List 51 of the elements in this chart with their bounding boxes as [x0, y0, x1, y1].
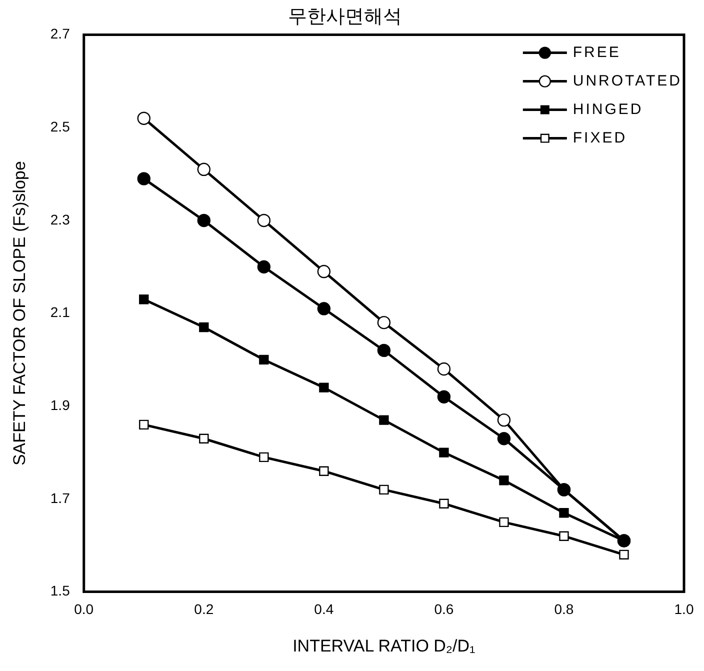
x-tick-label: 0.6	[434, 601, 454, 618]
y-tick-label: 2.5	[50, 118, 70, 134]
x-tick-label: 0.8	[554, 601, 574, 618]
point	[559, 508, 569, 518]
point	[257, 214, 271, 228]
x-tick-label: 0.0	[74, 601, 94, 618]
point	[199, 322, 209, 332]
legend-label: FIXED	[572, 129, 628, 146]
legend-label: UNROTATED	[572, 72, 682, 90]
point	[197, 162, 210, 176]
point	[319, 382, 329, 392]
point	[197, 214, 210, 228]
point	[437, 390, 451, 404]
point	[559, 531, 569, 541]
y-tick-label: 1.7	[50, 490, 70, 506]
y-axis-title: SAFETY FACTOR OF SLOPE (Fs)slope	[10, 161, 29, 466]
y-tick-label: 2.1	[50, 304, 70, 320]
x-tick-label: 1.0	[674, 601, 694, 618]
point	[317, 264, 331, 278]
chart-title: 무한사면해석	[288, 6, 402, 28]
y-tick-label: 1.5	[50, 582, 70, 599]
point	[439, 498, 449, 508]
x-tick-label: 0.2	[194, 601, 214, 618]
legend-label: HINGED	[572, 100, 644, 118]
y-tick-label: 2.3	[50, 211, 70, 228]
point	[137, 172, 150, 186]
point	[379, 484, 389, 495]
point	[379, 415, 389, 425]
legend-label: FREE	[572, 44, 621, 61]
point	[439, 448, 449, 458]
point	[199, 434, 209, 444]
point	[137, 112, 150, 125]
x-axis-title: INTERVAL RATIO D₂/D₁	[292, 636, 476, 656]
point	[619, 550, 629, 560]
point	[499, 476, 509, 486]
point	[437, 362, 451, 376]
point	[497, 432, 511, 446]
point	[257, 260, 271, 274]
x-tick-label: 0.4	[314, 601, 334, 618]
point	[319, 466, 329, 476]
point	[497, 413, 511, 427]
point	[259, 452, 269, 462]
point	[377, 316, 391, 330]
point	[139, 420, 149, 430]
point	[317, 302, 331, 316]
point	[377, 344, 391, 358]
y-tick-label: 2.7	[50, 26, 70, 42]
point	[139, 294, 149, 304]
y-tick-label: 1.9	[50, 396, 70, 413]
point	[259, 354, 269, 365]
point	[499, 517, 509, 528]
